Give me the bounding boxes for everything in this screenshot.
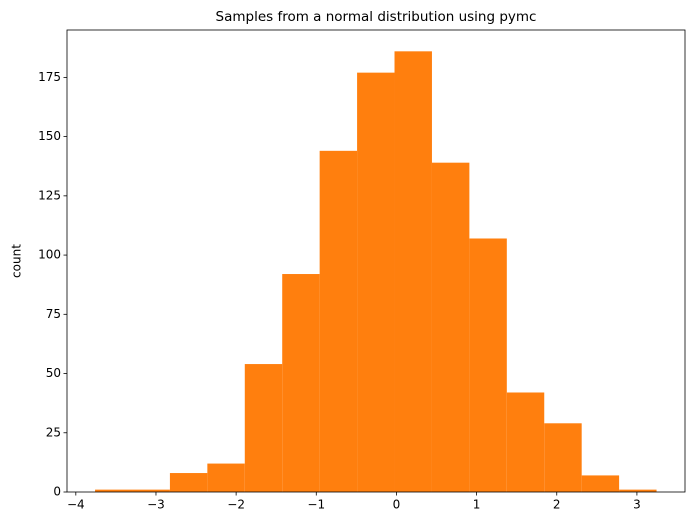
y-tick-label: 0	[53, 485, 61, 499]
bar	[619, 489, 657, 492]
x-tick-label: −2	[227, 498, 245, 512]
bar	[244, 364, 283, 492]
x-tick-label: 0	[393, 498, 401, 512]
bar	[95, 489, 133, 492]
bar	[282, 274, 320, 492]
x-tick-label: −4	[67, 498, 85, 512]
bar	[319, 150, 358, 493]
bar	[469, 238, 507, 492]
y-tick-label: 175	[38, 70, 61, 84]
bar	[169, 473, 208, 492]
bar	[431, 162, 470, 492]
bar	[132, 489, 170, 492]
x-tick-label: 1	[473, 498, 481, 512]
y-axis-label: count	[10, 244, 24, 278]
bar	[207, 463, 245, 492]
y-tick-label: 50	[46, 366, 61, 380]
bar	[394, 51, 432, 492]
chart-title: Samples from a normal distribution using…	[216, 9, 537, 25]
x-tick-label: 2	[553, 498, 561, 512]
y-tick-label: 100	[38, 248, 61, 262]
x-tick-label: −1	[307, 498, 325, 512]
bar	[357, 72, 395, 493]
plot-frame	[66, 29, 686, 493]
x-tick-label: −3	[147, 498, 165, 512]
y-tick-label: 125	[38, 188, 61, 202]
bar	[581, 475, 620, 492]
bar	[506, 392, 545, 492]
bar	[544, 423, 582, 492]
y-tick-label: 75	[46, 307, 61, 321]
x-tick-label: 3	[633, 498, 641, 512]
y-tick-label: 150	[38, 129, 61, 143]
y-tick-label: 25	[46, 425, 61, 439]
